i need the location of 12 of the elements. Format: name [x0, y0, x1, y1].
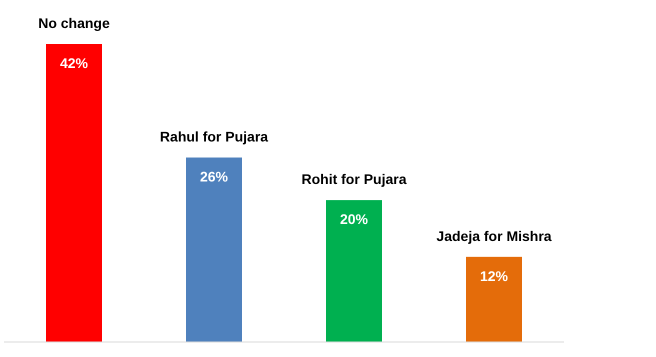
data-label: 26%: [200, 168, 229, 185]
x-tick-label: Rahul for Pujara: [160, 128, 268, 145]
x-tick-label: Jadeja for Mishra: [436, 228, 552, 244]
bar: [186, 158, 242, 342]
x-tick-label: Rohit for Pujara: [301, 171, 407, 188]
bar: [466, 256, 522, 342]
x-tick-label: No change: [38, 15, 110, 31]
bar: [326, 200, 382, 342]
data-label: 42%: [60, 55, 89, 71]
data-label: 12%: [480, 268, 509, 284]
data-label: 20%: [340, 211, 369, 228]
bar: [46, 44, 102, 342]
